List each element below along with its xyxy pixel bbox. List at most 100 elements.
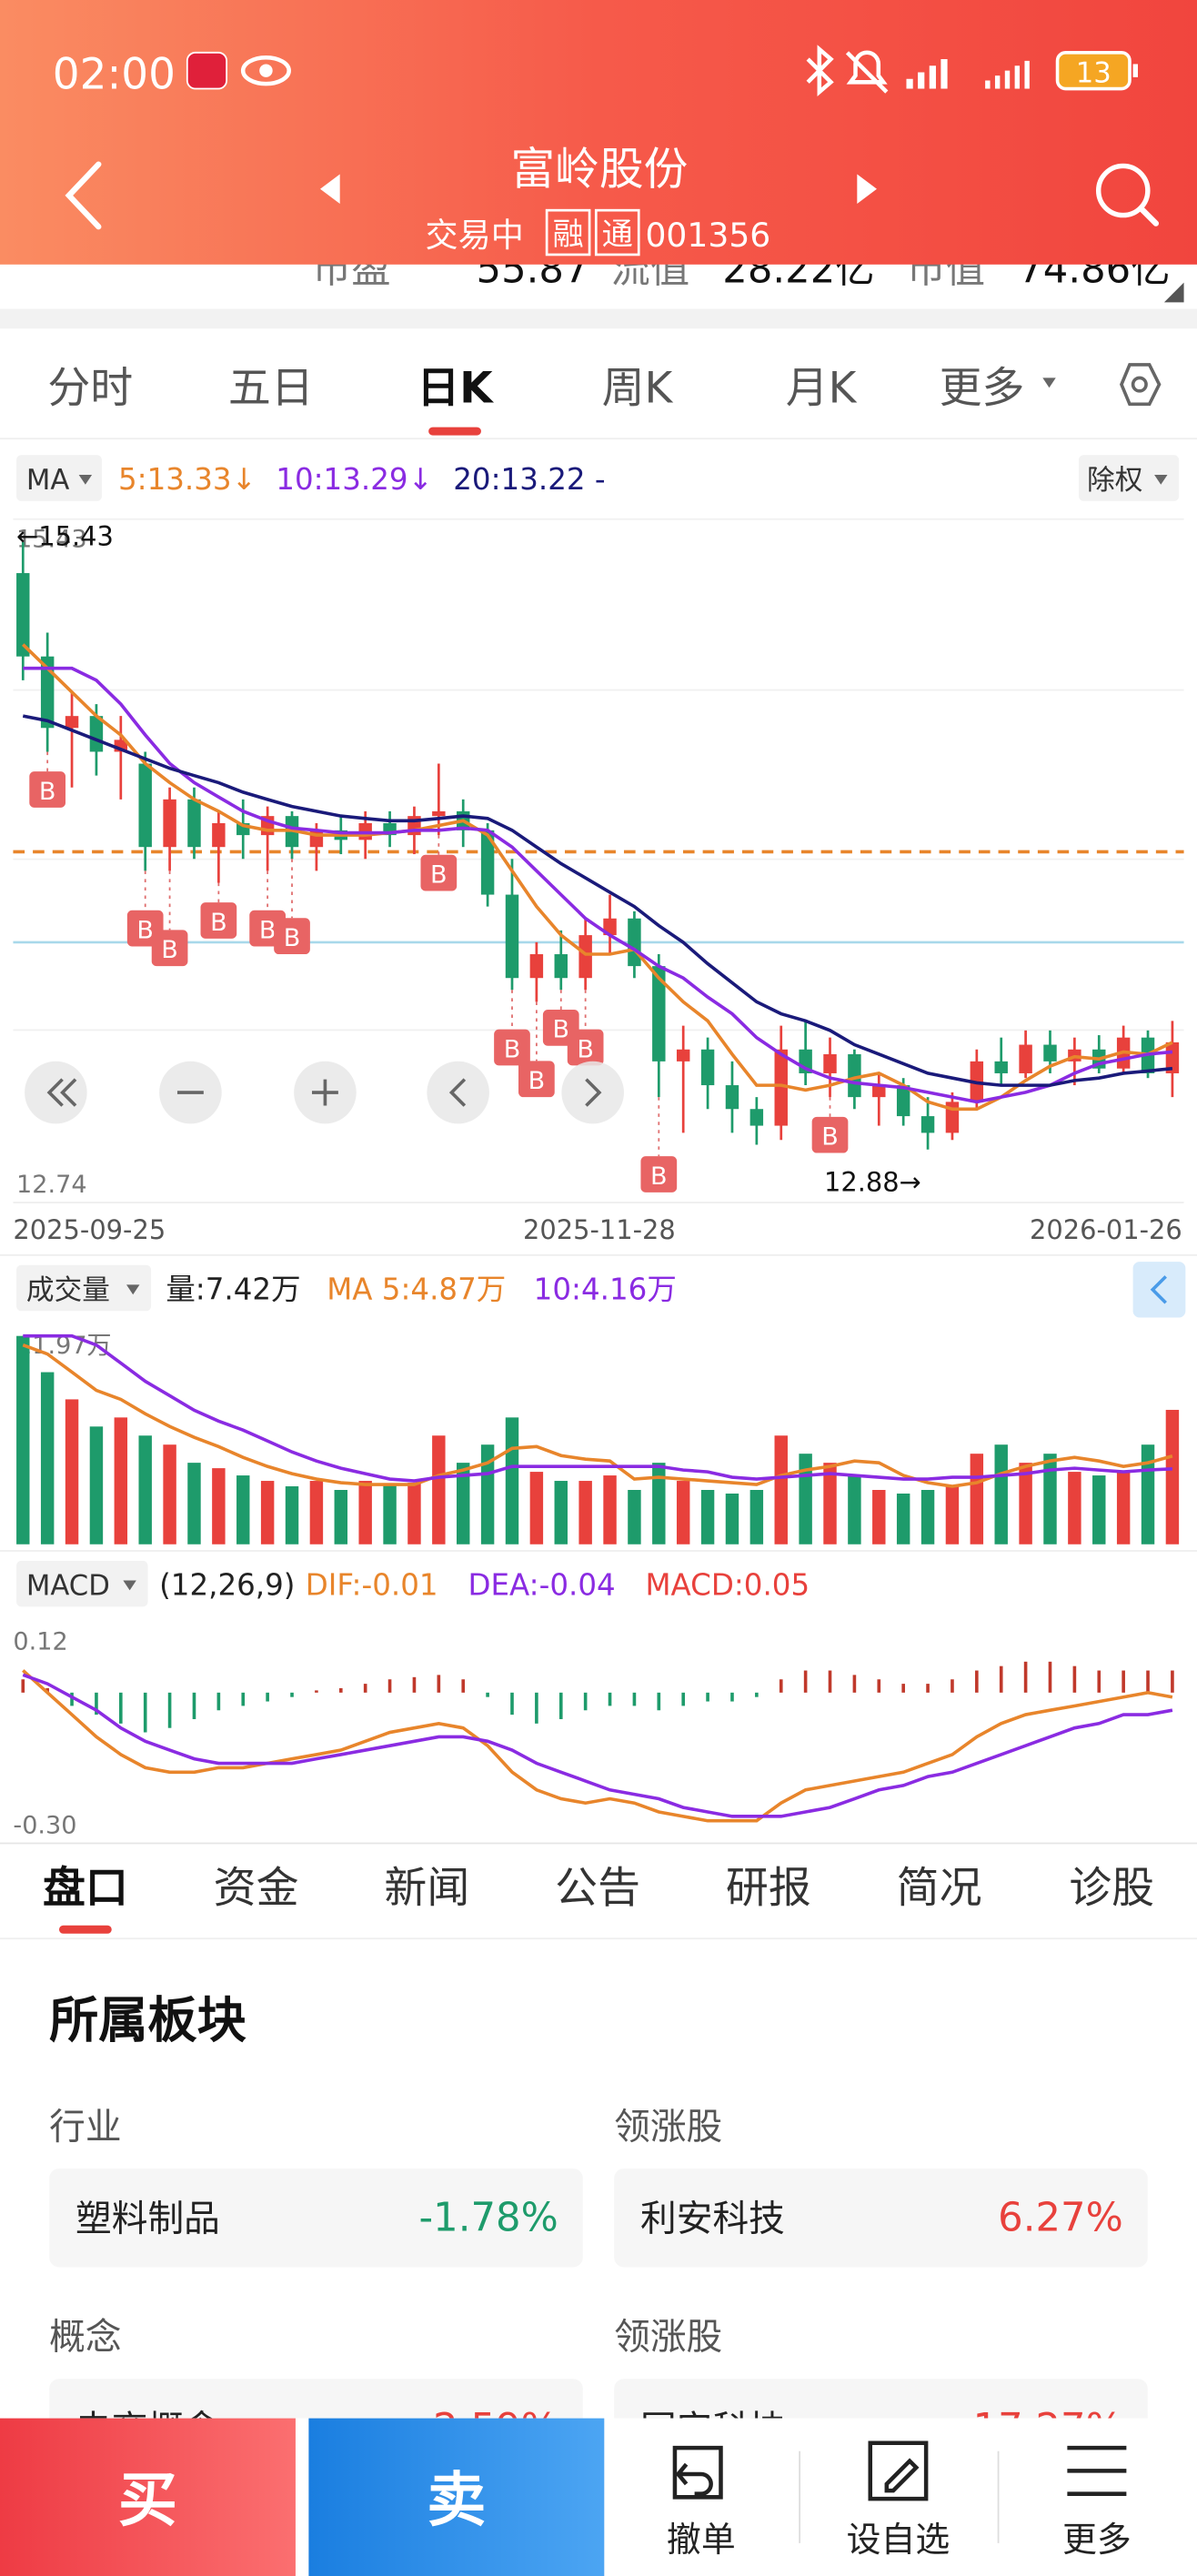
- indicator-name: MA: [26, 465, 69, 497]
- settings-hex[interactable]: [1120, 363, 1162, 407]
- nav-button[interactable]: [25, 1061, 87, 1124]
- candle-body: [823, 1054, 837, 1073]
- volume-bar: [1165, 1409, 1180, 1545]
- buy-marker-label: B: [259, 916, 277, 944]
- sector-section: 所属板块行业领涨股塑料制品-1.78%利安科技6.27%概念领涨股电商概念2.5…: [49, 1992, 1148, 2477]
- detail-tab[interactable]: 诊股: [1069, 1863, 1154, 1913]
- ma-label: 20:13.22 -: [453, 462, 605, 497]
- volume-ma-label: MA 5:4.87万: [327, 1273, 506, 1307]
- volume-bar: [774, 1435, 788, 1545]
- volume-bar: [285, 1486, 299, 1545]
- period-tab[interactable]: 分时: [47, 363, 133, 413]
- action-icon[interactable]: [868, 2440, 929, 2501]
- macd-label: DIF:-0.01: [306, 1568, 438, 1603]
- nav-button[interactable]: [561, 1061, 624, 1124]
- detail-tab[interactable]: 新闻: [384, 1863, 469, 1913]
- caret: [1154, 474, 1168, 485]
- buy-marker: [567, 1029, 604, 1066]
- candle-body: [774, 1049, 788, 1126]
- buy-marker: [640, 1156, 678, 1192]
- volume-bar: [40, 1372, 55, 1545]
- adjust-mode: 除权: [1087, 465, 1142, 497]
- volume-bar: [628, 1490, 641, 1545]
- volume-bar: [1092, 1475, 1106, 1545]
- back-button[interactable]: [65, 161, 102, 230]
- y-tick-label: 15.43: [16, 525, 87, 553]
- nav-button[interactable]: [427, 1061, 489, 1124]
- next-stock[interactable]: [857, 174, 877, 204]
- leader-card[interactable]: [614, 2168, 1148, 2268]
- badge-box: [594, 208, 640, 257]
- date-label: 2025-09-25: [13, 1214, 166, 1245]
- candle-body: [676, 1049, 690, 1062]
- sector-card[interactable]: [49, 2379, 583, 2477]
- macd-label: DEA:-0.04: [468, 1568, 615, 1603]
- candle-body: [578, 935, 592, 979]
- detail-tab[interactable]: 公告: [555, 1863, 640, 1913]
- volume-bar: [334, 1490, 348, 1545]
- tab-underline: [58, 1925, 112, 1934]
- action-label[interactable]: 设自选: [847, 2520, 951, 2560]
- volume-bar: [1141, 1444, 1155, 1545]
- high-label: ←15.43: [16, 521, 114, 552]
- volume-bar: [212, 1468, 226, 1545]
- ma-label: 10:13.29↓: [276, 462, 433, 497]
- caret: [126, 1284, 140, 1295]
- prev-stock[interactable]: [320, 174, 340, 204]
- y-tick-label: 12.74: [16, 1171, 87, 1199]
- candle-body: [994, 1061, 1008, 1073]
- search-button[interactable]: [1095, 163, 1151, 218]
- indicator-box[interactable]: [16, 1560, 148, 1607]
- signal-icons: [906, 59, 1030, 89]
- sell-button[interactable]: [308, 2418, 605, 2576]
- volume-bar: [260, 1481, 275, 1545]
- candle-body: [505, 894, 519, 979]
- ma-line: [23, 666, 1173, 1104]
- leader-name: 利安科技: [640, 2199, 785, 2240]
- candle-body: [1043, 1044, 1057, 1062]
- detail-tab[interactable]: 简况: [897, 1863, 982, 1913]
- buy-button[interactable]: [0, 2418, 296, 2576]
- leader-change: 6.27%: [998, 2196, 1123, 2241]
- candle-body: [848, 1054, 861, 1098]
- indicator-box[interactable]: [16, 1264, 152, 1312]
- leader-card[interactable]: [614, 2379, 1148, 2477]
- volume-bar: [358, 1481, 372, 1545]
- chevron: [1150, 1275, 1167, 1304]
- detail-tab[interactable]: 资金: [214, 1863, 299, 1913]
- period-tab[interactable]: 更多: [940, 363, 1025, 413]
- adjust-box[interactable]: [1079, 455, 1180, 501]
- volume-bar: [872, 1490, 886, 1545]
- buy-marker-label: B: [528, 1067, 546, 1095]
- quote-text: 74.86亿: [1018, 247, 1170, 293]
- candle-body: [163, 799, 176, 848]
- detail-tab[interactable]: 研报: [726, 1863, 811, 1913]
- volume-bar: [114, 1417, 128, 1545]
- buy-marker-label: B: [210, 909, 227, 937]
- y-tick-label: 0.12: [13, 1627, 67, 1655]
- period-tab[interactable]: 周K: [602, 363, 674, 413]
- action-icon[interactable]: [672, 2445, 723, 2500]
- period-tab[interactable]: 月K: [786, 363, 858, 413]
- action-icon[interactable]: [1067, 2445, 1127, 2496]
- sector-card[interactable]: [49, 2168, 583, 2268]
- candle-body: [872, 1085, 886, 1098]
- indicator-box[interactable]: [16, 455, 102, 501]
- action-label[interactable]: 撤单: [667, 2520, 736, 2560]
- collapse-button[interactable]: [1132, 1262, 1186, 1318]
- quote-row: 市盈 55.87 流值 28.22亿 市值 74.86亿: [312, 247, 1171, 293]
- corner-mark: [1163, 282, 1184, 303]
- low-label: 12.88→: [824, 1166, 921, 1197]
- period-tab[interactable]: 日K: [417, 363, 494, 413]
- volume-bar: [1068, 1472, 1081, 1545]
- action-label[interactable]: 更多: [1062, 2520, 1132, 2560]
- detail-tab[interactable]: 盘口: [43, 1863, 128, 1913]
- candle-body: [138, 763, 152, 848]
- volume-bar: [823, 1463, 837, 1545]
- volume-bar: [16, 1335, 30, 1545]
- candle-body: [480, 830, 495, 895]
- volume-bar: [457, 1463, 470, 1545]
- period-tab[interactable]: 五日: [228, 363, 314, 413]
- eye-icon: [240, 55, 291, 86]
